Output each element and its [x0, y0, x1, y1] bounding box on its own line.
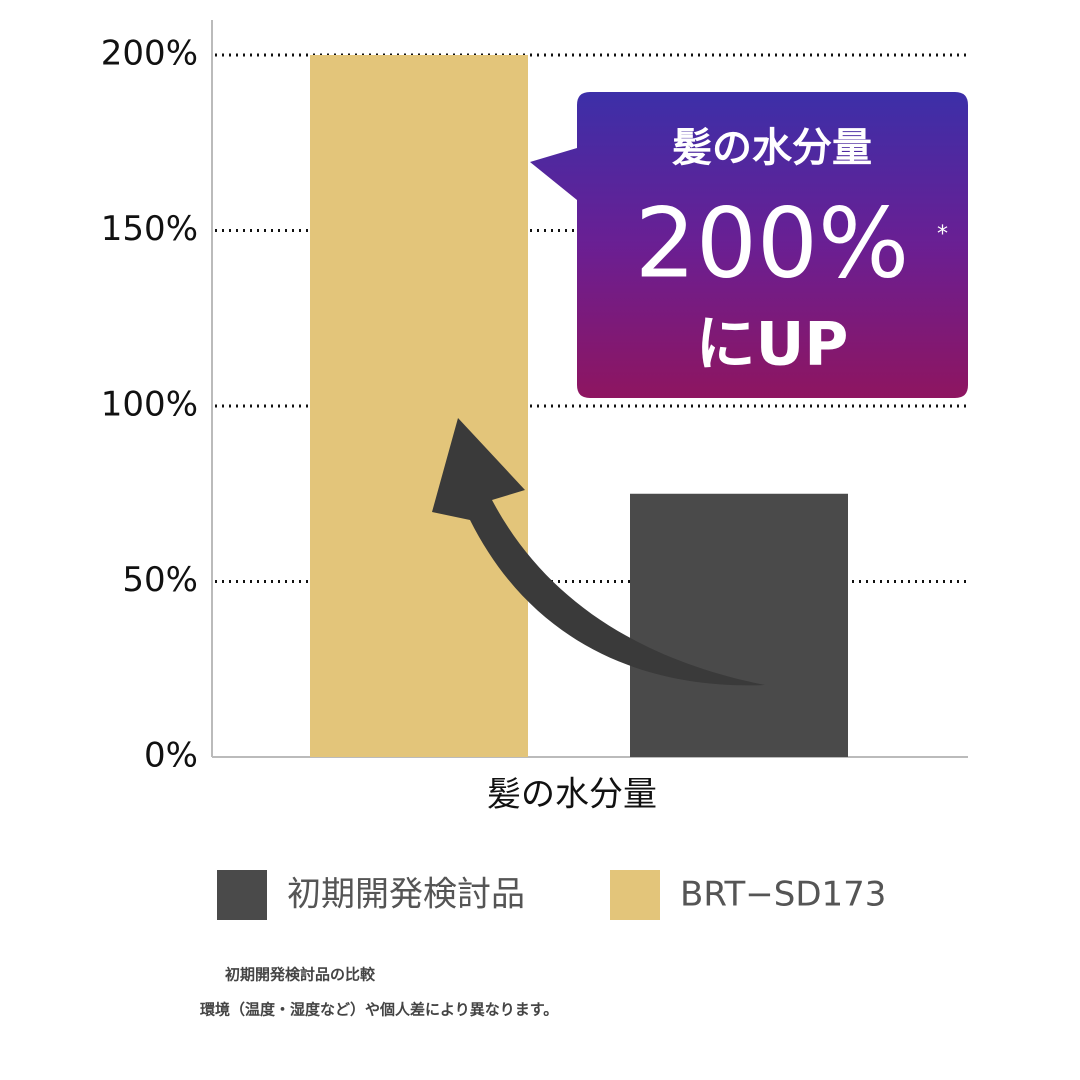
- callout-title: 髪の水分量: [672, 125, 872, 171]
- callout-asterisk: *: [937, 222, 948, 247]
- arrow: [432, 418, 765, 686]
- bar: [630, 493, 848, 757]
- legend-label: BRT−SD173: [680, 875, 886, 915]
- callout-box: [530, 92, 968, 398]
- y-tick-label: 150%: [101, 209, 198, 249]
- bar: [310, 55, 528, 757]
- callout-value: 200%: [635, 187, 909, 299]
- y-tick-label: 200%: [101, 34, 198, 74]
- callout-suffix: にUP: [696, 310, 849, 380]
- legend-swatch: [217, 870, 267, 920]
- legend-swatch: [610, 870, 660, 920]
- footnote: 環境（温度・湿度など）や個人差により異なります。: [200, 1001, 558, 1019]
- y-tick-label: 50%: [122, 560, 198, 600]
- x-category-label: 髪の水分量: [487, 775, 657, 815]
- y-tick-label: 0%: [144, 736, 198, 776]
- y-tick-label: 100%: [101, 385, 198, 425]
- footnote: 初期開発検討品の比較: [225, 966, 376, 984]
- legend-label: 初期開発検討品: [287, 875, 525, 915]
